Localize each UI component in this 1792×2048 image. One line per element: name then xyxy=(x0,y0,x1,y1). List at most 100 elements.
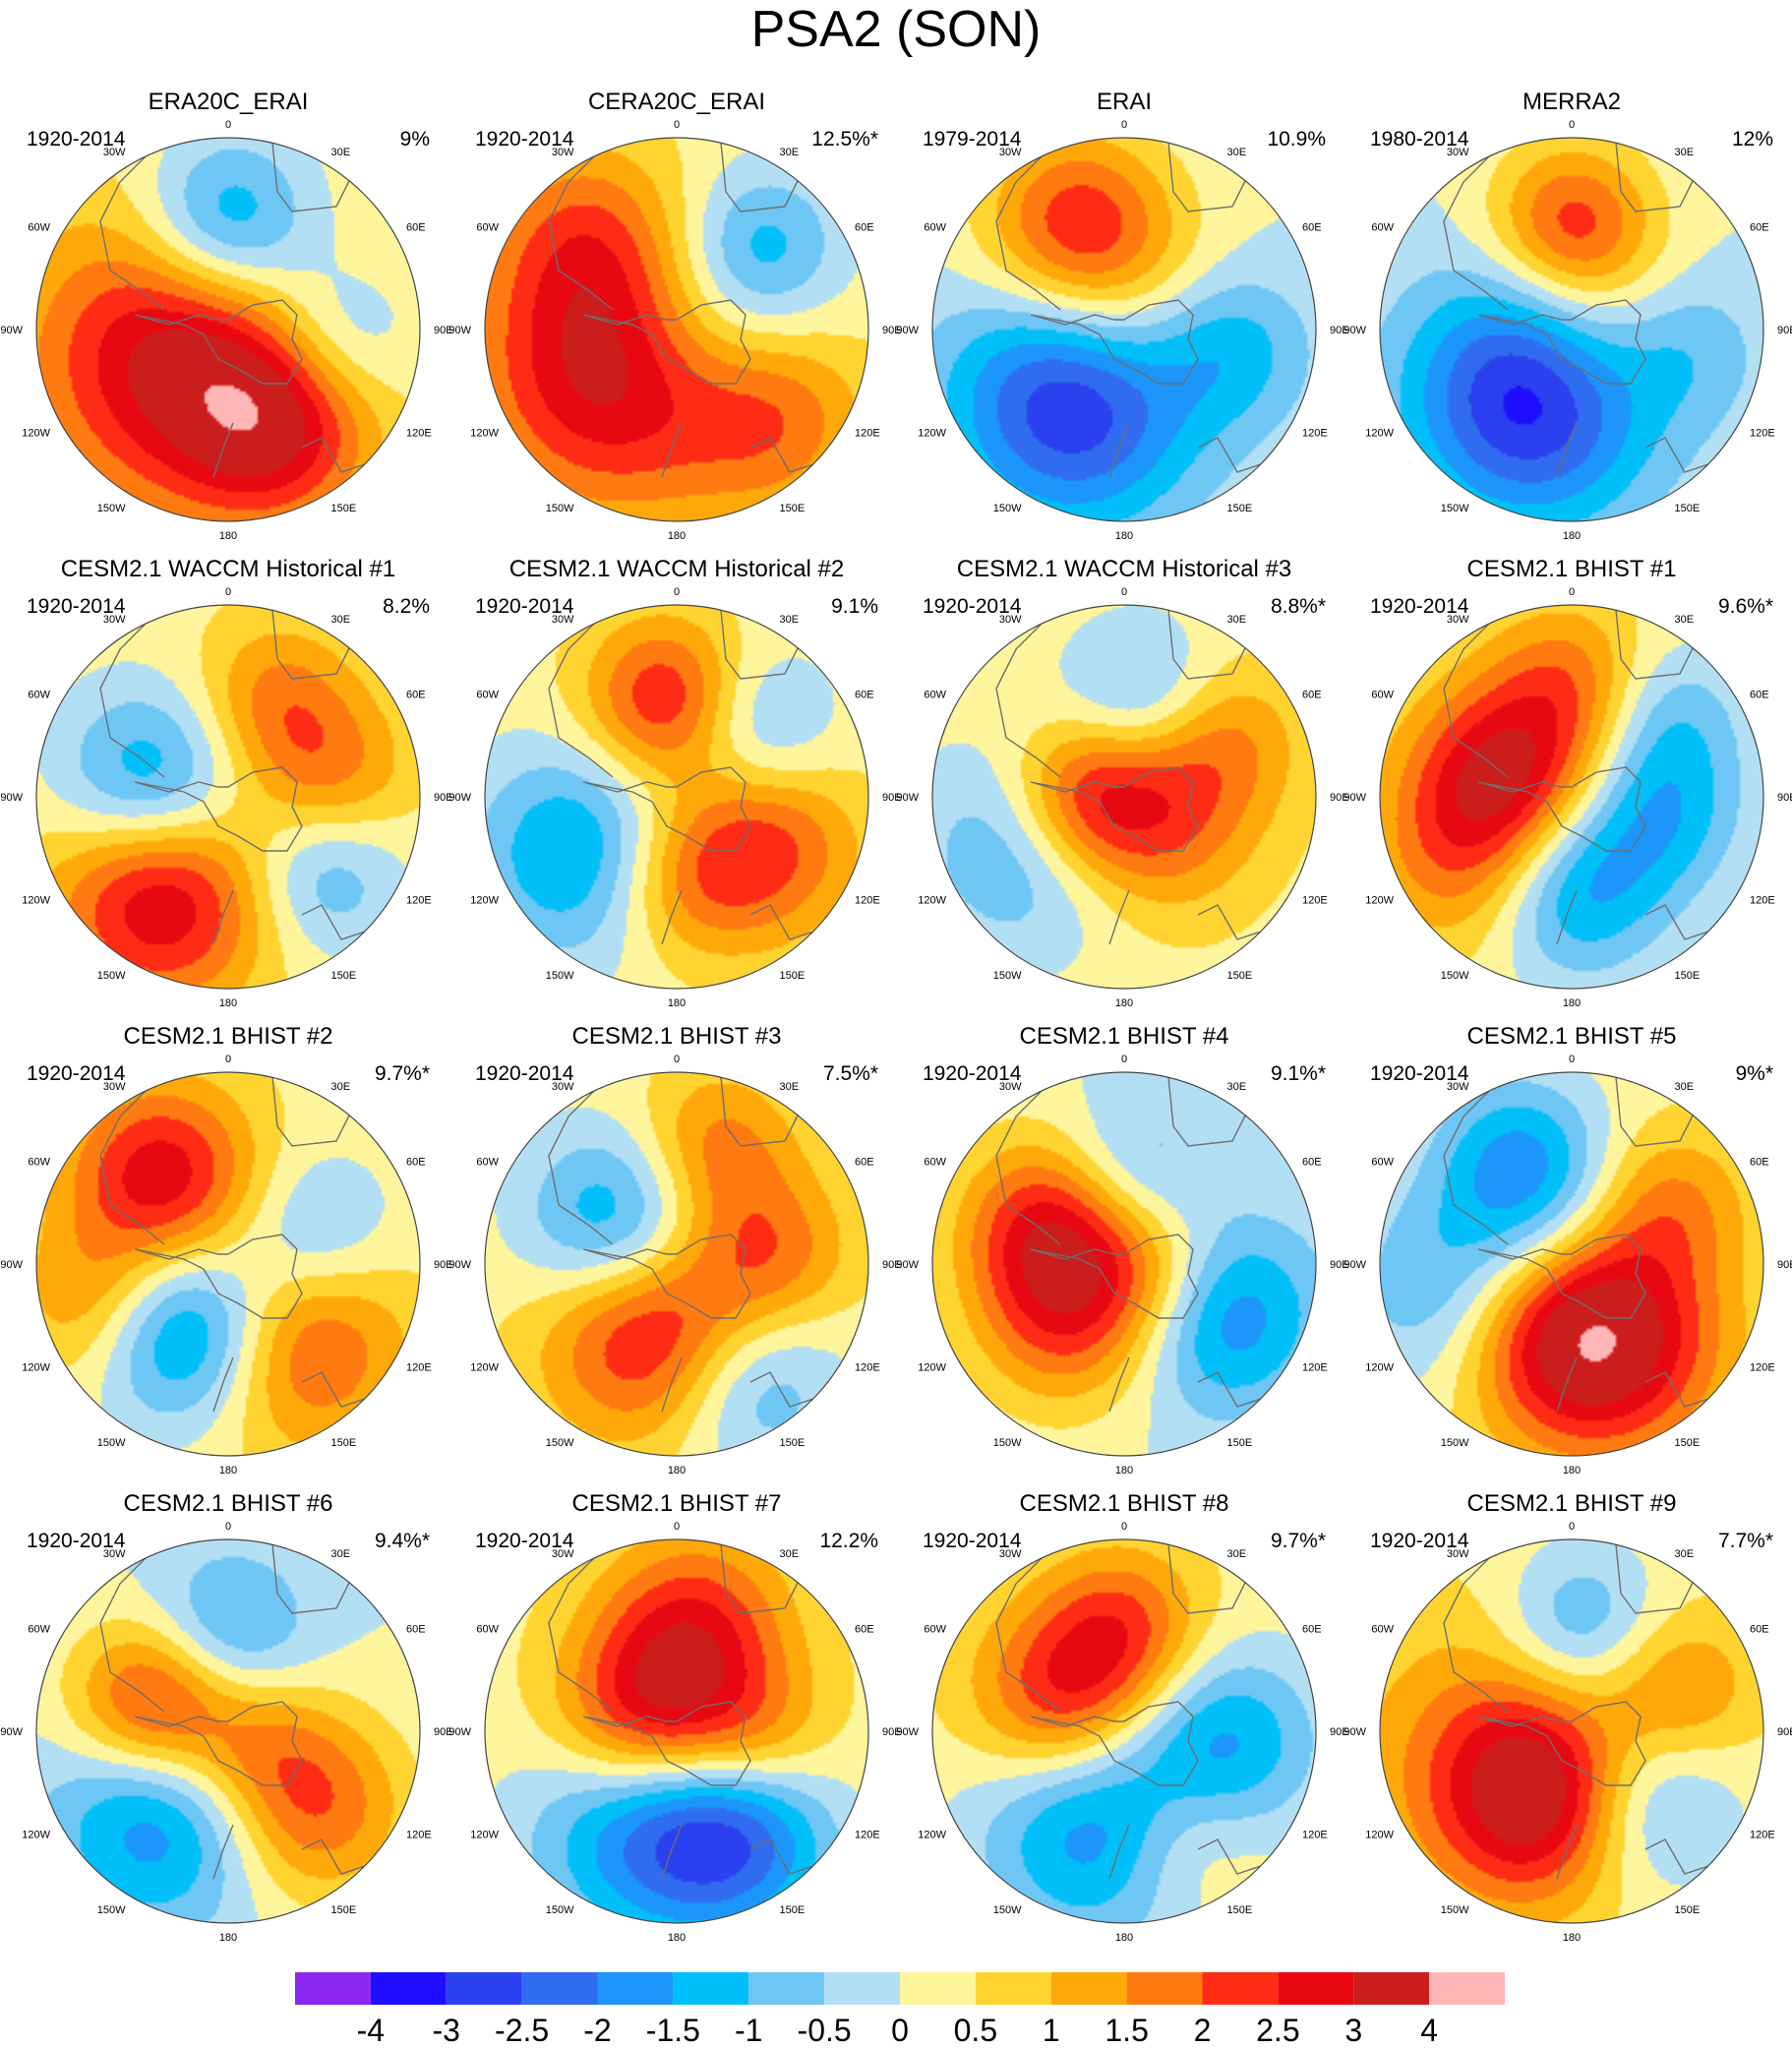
panel-title: CESM2.1 BHIST #3 xyxy=(571,1023,782,1050)
colorbar-swatch xyxy=(1278,1972,1354,2005)
panel-title: CESM2.1 BHIST #5 xyxy=(1466,1023,1677,1050)
longitude-label: 120W xyxy=(22,1362,50,1374)
panel-variance-percent: 7.7%* xyxy=(1717,1530,1773,1552)
longitude-label: 120E xyxy=(1302,895,1328,907)
longitude-label: 30E xyxy=(1227,1548,1247,1560)
longitude-label: 90E xyxy=(1330,1726,1349,1738)
longitude-label: 150W xyxy=(1441,970,1469,982)
field-contours xyxy=(932,138,1316,521)
panel-variance-percent: 9.6%* xyxy=(1717,595,1773,618)
longitude-label: 150W xyxy=(97,1437,126,1449)
longitude-label: 150W xyxy=(546,503,574,514)
panel-title: CESM2.1 WACCM Historical #2 xyxy=(508,556,845,582)
longitude-label: 0 xyxy=(674,119,680,131)
colorbar-tick-label: -1 xyxy=(735,2013,762,2046)
colorbar-swatch xyxy=(900,1972,976,2005)
field-contours xyxy=(1380,1072,1763,1456)
longitude-label: 60W xyxy=(1371,222,1394,234)
longitude-label: 30W xyxy=(999,147,1022,158)
longitude-label: 120E xyxy=(406,895,432,907)
longitude-label: 60W xyxy=(1371,1157,1394,1169)
longitude-label: 180 xyxy=(668,1932,686,1944)
field-contours xyxy=(1380,1539,1763,1923)
colorbar-swatch xyxy=(1202,1972,1279,2005)
panel-period: 1920-2014 xyxy=(923,1062,1022,1085)
colorbar-tick-label: 2.5 xyxy=(1256,2013,1299,2046)
panel-title: CESM2.1 BHIST #1 xyxy=(1466,556,1677,582)
longitude-label: 90W xyxy=(448,325,471,336)
panel-title: CESM2.1 BHIST #7 xyxy=(571,1490,782,1517)
longitude-label: 150E xyxy=(1675,970,1701,982)
longitude-label: 60E xyxy=(855,1157,874,1169)
longitude-label: 180 xyxy=(1115,530,1133,542)
panel-variance-percent: 9.1% xyxy=(831,595,878,618)
longitude-label: 120E xyxy=(1750,1362,1775,1374)
longitude-label: 30W xyxy=(552,147,574,158)
colorbar-swatch xyxy=(673,1972,749,2005)
colorbar-swatch xyxy=(1050,1972,1127,2005)
longitude-label: 120W xyxy=(1365,428,1394,440)
longitude-label: 90W xyxy=(0,325,23,336)
field-contours xyxy=(36,605,420,989)
longitude-label: 120W xyxy=(22,1830,50,1841)
longitude-label: 0 xyxy=(225,586,231,598)
longitude-label: 90E xyxy=(1777,325,1792,336)
longitude-label: 30E xyxy=(1227,147,1247,158)
panel-variance-percent: 8.8%* xyxy=(1270,595,1326,618)
longitude-label: 180 xyxy=(668,997,686,1009)
longitude-label: 60W xyxy=(1371,1624,1394,1636)
polar-map: 0 30E 60E 90E 120E 150E 180 150W 120W 90W 60W 30W xyxy=(1344,586,1792,1009)
longitude-label: 60E xyxy=(1750,690,1769,701)
polar-map: 0 30E 60E 90E 120E 150E 180 150W 120W 90W 60W 30W xyxy=(448,119,901,542)
coastline xyxy=(99,609,416,985)
longitude-label: 0 xyxy=(225,1521,231,1533)
longitude-label: 0 xyxy=(1121,1054,1127,1065)
panel-variance-percent: 9% xyxy=(399,128,430,151)
longitude-label: 60E xyxy=(1750,1624,1769,1636)
panel-variance-percent: 9%* xyxy=(1735,1062,1773,1085)
polar-map: 0 30E 60E 90E 120E 150E 180 150W 120W 90W 60W 30W xyxy=(896,1054,1348,1476)
longitude-label: 180 xyxy=(219,1465,237,1476)
panel-title: CESM2.1 BHIST #8 xyxy=(1019,1490,1229,1517)
longitude-label: 120E xyxy=(406,1362,432,1374)
field-contours xyxy=(485,1539,868,1923)
panel-variance-percent: 9.1%* xyxy=(1270,1062,1326,1085)
longitude-label: 30W xyxy=(1447,1548,1469,1560)
panel-variance-percent: 8.2% xyxy=(383,595,430,618)
longitude-label: 60E xyxy=(1750,222,1769,234)
map-panel: 0 30E 60E 90E 120E 150E 180 150W 120W 90W 60W 30W ME… xyxy=(1344,89,1792,542)
longitude-label: 60E xyxy=(855,222,874,234)
longitude-label: 180 xyxy=(1563,1932,1581,1944)
panel-title: CESM2.1 BHIST #6 xyxy=(123,1490,333,1517)
panel-title: CESM2.1 WACCM Historical #1 xyxy=(60,556,396,582)
longitude-label: 120W xyxy=(470,428,499,440)
longitude-label: 120W xyxy=(918,428,946,440)
longitude-label: 60W xyxy=(28,222,50,234)
figure-title: PSA2 (SON) xyxy=(750,1,1042,58)
field-contours xyxy=(36,1539,420,1923)
map-panel: 0 30E 60E 90E 120E 150E 180 150W 120W 90W 60W 30W CE… xyxy=(896,556,1348,1009)
map-panel: 0 30E 60E 90E 120E 150E 180 150W 120W 90W 60W 30W CE… xyxy=(896,1490,1348,1944)
colorbar-swatch xyxy=(748,1972,825,2005)
panel-title: ERAI xyxy=(1096,89,1152,115)
longitude-label: 120W xyxy=(918,1830,946,1841)
panel-period: 1920-2014 xyxy=(1370,1530,1469,1552)
longitude-label: 150W xyxy=(97,970,126,982)
longitude-label: 60W xyxy=(924,1624,946,1636)
longitude-label: 120E xyxy=(855,1830,880,1841)
longitude-label: 30E xyxy=(331,1548,351,1560)
colorbar-swatch xyxy=(446,1972,522,2005)
colorbar-tick-label: -2.5 xyxy=(495,2013,549,2046)
longitude-label: 0 xyxy=(225,1054,231,1065)
longitude-label: 90W xyxy=(448,792,471,804)
longitude-label: 150W xyxy=(97,503,126,514)
coastline xyxy=(99,142,416,517)
longitude-label: 90E xyxy=(882,1259,902,1271)
longitude-label: 30E xyxy=(1675,614,1695,626)
longitude-label: 90W xyxy=(1344,792,1366,804)
longitude-label: 120E xyxy=(855,1362,880,1374)
longitude-label: 120E xyxy=(1302,428,1328,440)
longitude-label: 60E xyxy=(855,1624,874,1636)
colorbar-tick-label: -2 xyxy=(583,2013,611,2046)
field-contours xyxy=(932,1072,1316,1456)
